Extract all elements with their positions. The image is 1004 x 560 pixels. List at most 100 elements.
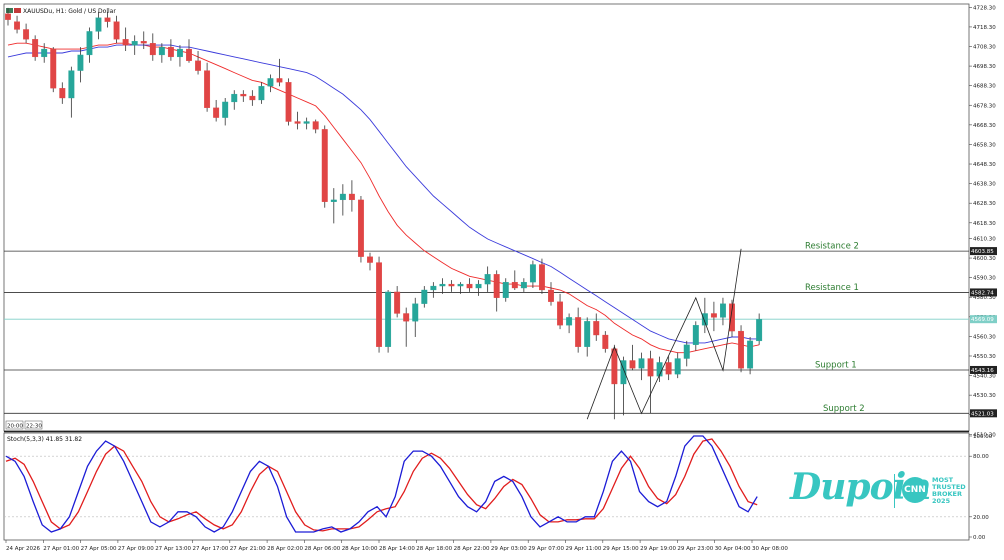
- candle-body: [59, 88, 66, 99]
- candle: [186, 39, 192, 63]
- chart-title: XAUUSDu, H1: Gold / US Dollar: [23, 8, 116, 15]
- price-tick-label: 4638.30: [973, 182, 996, 188]
- time-label-box-2: [24, 420, 43, 430]
- brand-badge: Dupoin CNN MOST TRUSTED BROKER 2025: [790, 466, 990, 514]
- candle-body: [41, 48, 48, 58]
- candle: [747, 336, 754, 375]
- candle: [122, 27, 129, 52]
- candle: [710, 301, 717, 332]
- candle: [140, 31, 147, 50]
- candle: [511, 270, 518, 290]
- candle: [421, 286, 428, 308]
- candle-body: [484, 274, 491, 285]
- candle: [204, 62, 211, 112]
- stoch-tick-label: 20.00: [973, 515, 989, 521]
- candle-body: [222, 101, 229, 118]
- candle: [357, 195, 364, 263]
- candle-body: [204, 70, 211, 108]
- candle-body: [131, 41, 138, 46]
- candle: [620, 356, 627, 416]
- level-price-tag: [970, 247, 997, 256]
- candle-body: [511, 281, 518, 289]
- candle: [756, 313, 763, 345]
- candle-body: [683, 344, 690, 359]
- time-tick-label: 27 Apr 21:00: [230, 546, 266, 552]
- price-tick-label: 4678.30: [973, 103, 996, 109]
- candle: [86, 27, 93, 63]
- candle-body: [412, 303, 419, 322]
- candle: [674, 352, 681, 379]
- candle: [222, 98, 229, 126]
- time-tick-label: 24 Apr 2026: [6, 546, 41, 552]
- candle: [539, 258, 545, 294]
- cnn-badge-icon: CNN: [902, 477, 928, 503]
- level-label: Resistance 2: [805, 242, 859, 252]
- candle-body: [140, 41, 147, 44]
- time-tick-label: 28 Apr 10:00: [342, 546, 378, 552]
- time-tick-label: 28 Apr 14:00: [379, 546, 415, 552]
- candle: [720, 297, 726, 326]
- time-label-1: 20:00: [7, 424, 23, 430]
- candle-body: [403, 313, 410, 322]
- time-label-2: 22:30: [26, 424, 42, 430]
- time-tick-label: 27 Apr 05:00: [81, 546, 117, 552]
- candle-body: [77, 54, 84, 71]
- candle-body: [195, 60, 201, 71]
- zigzag-line: [586, 248, 742, 420]
- candle-body: [95, 17, 102, 32]
- candle: [575, 307, 582, 353]
- candle-body: [421, 289, 428, 304]
- candle-body: [747, 340, 754, 369]
- time-tick-label: 29 Apr 03:00: [491, 546, 527, 552]
- level-price-tag-text: 4521.03: [971, 411, 994, 417]
- candle: [213, 99, 220, 122]
- symbol-icon: [6, 8, 13, 13]
- candle: [14, 15, 20, 34]
- candle-body: [575, 317, 582, 347]
- candle-body: [231, 93, 238, 103]
- candle-body: [439, 283, 446, 287]
- candle: [376, 256, 382, 353]
- price-tick-label: 4698.30: [973, 64, 996, 70]
- candle-body: [330, 199, 337, 202]
- candle: [176, 45, 183, 67]
- price-tick-label: 4728.30: [973, 5, 996, 11]
- candle: [566, 313, 573, 334]
- candle: [692, 321, 699, 351]
- candle: [285, 78, 292, 126]
- time-tick-label: 29 Apr 19:00: [640, 546, 676, 552]
- candle: [167, 39, 174, 61]
- candle-body: [584, 321, 591, 347]
- candle: [502, 278, 509, 302]
- candle: [50, 47, 57, 93]
- time-tick-label: 29 Apr 15:00: [603, 546, 639, 552]
- candle-body: [665, 362, 672, 375]
- price-tick-label: 4628.30: [973, 201, 996, 207]
- candle-body: [602, 334, 609, 349]
- level-price-tag-text: 4603.85: [971, 249, 994, 255]
- candle-body: [720, 303, 726, 318]
- price-tick-label: 4610.30: [973, 236, 996, 242]
- candles-layer: [5, 7, 763, 420]
- candle: [131, 35, 138, 55]
- candle-body: [213, 107, 220, 118]
- candle: [584, 317, 591, 357]
- candle-body: [611, 348, 618, 385]
- candle-body: [50, 48, 57, 89]
- stoch-title: Stoch(5,3,3) 41.85 31.82: [7, 436, 82, 443]
- candle-body: [593, 321, 600, 336]
- candle: [403, 307, 410, 347]
- price-tick-label: 4668.30: [973, 123, 996, 129]
- candle: [59, 82, 66, 104]
- time-tick-label: 27 Apr 09:00: [118, 546, 154, 552]
- candle-body: [638, 358, 645, 369]
- candle: [158, 43, 165, 63]
- stoch-tick-label: 100.00: [973, 434, 993, 440]
- stoch-k-line: [5, 435, 758, 533]
- level-label: Resistance 1: [805, 283, 859, 293]
- candle-body: [738, 330, 744, 369]
- candle-body: [186, 48, 192, 61]
- time-tick-label: 29 Apr 23:00: [677, 546, 713, 552]
- candle: [113, 15, 120, 44]
